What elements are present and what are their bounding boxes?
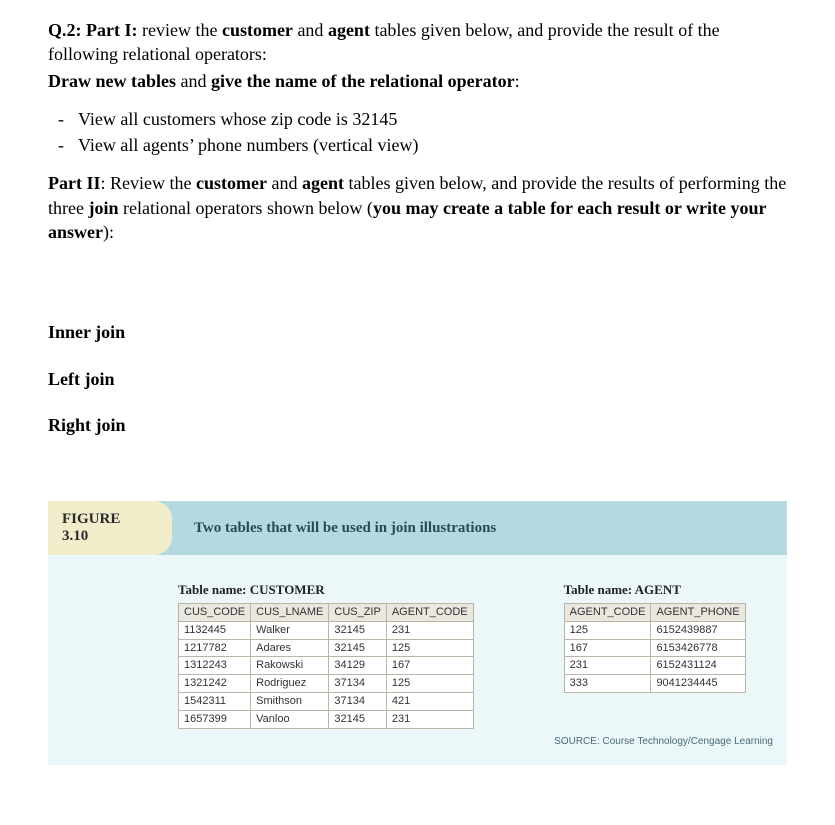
bullet-text: View all customers whose zip code is 321… [78,107,397,131]
cell: 37134 [329,675,386,693]
cell: 125 [564,621,651,639]
dash-icon: - [58,133,78,157]
figure-3-10: FIGURE 3.10 Two tables that will be used… [48,501,787,765]
cell: 37134 [329,693,386,711]
p2-seg5: ): [103,222,114,242]
q-l2c: give the name of the relational operator [211,71,515,91]
cell: 9041234445 [651,675,745,693]
cell: Vanloo [251,710,329,728]
customer-caption: Table name: CUSTOMER [178,581,474,599]
cell: 1321242 [179,675,251,693]
cell: 231 [386,621,473,639]
tables-row: Table name: CUSTOMER CUS_CODE CUS_LNAME … [58,581,777,728]
figure-header: FIGURE 3.10 Two tables that will be used… [48,501,787,555]
p2-b2: agent [302,173,344,193]
join-left: Left join [48,367,787,391]
join-inner: Inner join [48,320,787,344]
agent-caption: Table name: AGENT [564,581,746,599]
cell: 231 [386,710,473,728]
p2-b1: customer [196,173,267,193]
figure-title: Two tables that will be used in join ill… [172,501,787,555]
cell: 167 [564,639,651,657]
figure-body: Table name: CUSTOMER CUS_CODE CUS_LNAME … [48,555,787,765]
p2-seg1: : Review the [101,173,196,193]
cell: Adares [251,639,329,657]
bullet-text: View all agents’ phone numbers (vertical… [78,133,418,157]
cell: 32145 [329,710,386,728]
table-row: 1657399Vanloo32145231 [179,710,474,728]
cell: Walker [251,621,329,639]
agent-table: AGENT_CODE AGENT_PHONE 1256152439887 167… [564,603,746,693]
cell: Rodriguez [251,675,329,693]
customer-table-block: Table name: CUSTOMER CUS_CODE CUS_LNAME … [178,581,474,728]
cell: 34129 [329,657,386,675]
col-header: AGENT_CODE [386,603,473,621]
q-seg2: and [293,20,328,40]
customer-table: CUS_CODE CUS_LNAME CUS_ZIP AGENT_CODE 11… [178,603,474,729]
agent-table-block: Table name: AGENT AGENT_CODE AGENT_PHONE… [564,581,746,728]
table-row: 1321242Rodriguez37134125 [179,675,474,693]
cell: 231 [564,657,651,675]
question-part2: Part II: Review the customer and agent t… [48,171,787,244]
cell: 32145 [329,639,386,657]
page-root: Q.2: Part I: review the customer and age… [0,0,835,775]
figure-source: SOURCE: Course Technology/Cengage Learni… [58,729,777,751]
p2-prefix: Part II [48,173,101,193]
q-l2d: : [515,71,520,91]
table-row: 1542311Smithson37134421 [179,693,474,711]
cell: 125 [386,675,473,693]
cell: 6153426778 [651,639,745,657]
col-header: CUS_CODE [179,603,251,621]
table-row: 1132445Walker32145231 [179,621,474,639]
question-part1: Q.2: Part I: review the customer and age… [48,18,787,67]
list-item: - View all customers whose zip code is 3… [58,107,787,131]
p2-seg4: relational operators shown below ( [119,198,373,218]
q-b2: agent [328,20,370,40]
col-header: AGENT_PHONE [651,603,745,621]
cell: 421 [386,693,473,711]
list-item: - View all agents’ phone numbers (vertic… [58,133,787,157]
cell: 32145 [329,621,386,639]
col-header: CUS_LNAME [251,603,329,621]
cell: 1217782 [179,639,251,657]
join-right: Right join [48,413,787,437]
bullet-list: - View all customers whose zip code is 3… [58,107,787,158]
p2-b3: join [88,198,118,218]
q-l2a: Draw new tables [48,71,176,91]
table-row: 1676153426778 [564,639,745,657]
q-prefix: Q.2: Part I: [48,20,137,40]
agent-tbody: 1256152439887 1676153426778 231615243112… [564,621,745,692]
table-row: 2316152431124 [564,657,745,675]
table-row: 3339041234445 [564,675,745,693]
customer-tbody: 1132445Walker32145231 1217782Adares32145… [179,621,474,728]
cell: 125 [386,639,473,657]
figure-badge-line2: 3.10 [62,528,88,545]
p2-seg2: and [267,173,302,193]
table-row: 1217782Adares32145125 [179,639,474,657]
col-header: AGENT_CODE [564,603,651,621]
table-row: 1256152439887 [564,621,745,639]
figure-badge-line1: FIGURE [62,511,120,528]
cell: 1542311 [179,693,251,711]
q-seg1: review the [137,20,221,40]
cell: 1132445 [179,621,251,639]
table-header-row: AGENT_CODE AGENT_PHONE [564,603,745,621]
cell: 1657399 [179,710,251,728]
cell: 333 [564,675,651,693]
cell: 6152439887 [651,621,745,639]
figure-badge: FIGURE 3.10 [48,501,172,555]
table-row: 1312243Rakowski34129167 [179,657,474,675]
join-labels: Inner join Left join Right join [48,320,787,437]
table-header-row: CUS_CODE CUS_LNAME CUS_ZIP AGENT_CODE [179,603,474,621]
dash-icon: - [58,107,78,131]
cell: 167 [386,657,473,675]
cell: Smithson [251,693,329,711]
col-header: CUS_ZIP [329,603,386,621]
cell: 6152431124 [651,657,745,675]
q-l2b: and [176,71,211,91]
question-part1-line2: Draw new tables and give the name of the… [48,69,787,93]
cell: 1312243 [179,657,251,675]
cell: Rakowski [251,657,329,675]
q-b1: customer [222,20,293,40]
